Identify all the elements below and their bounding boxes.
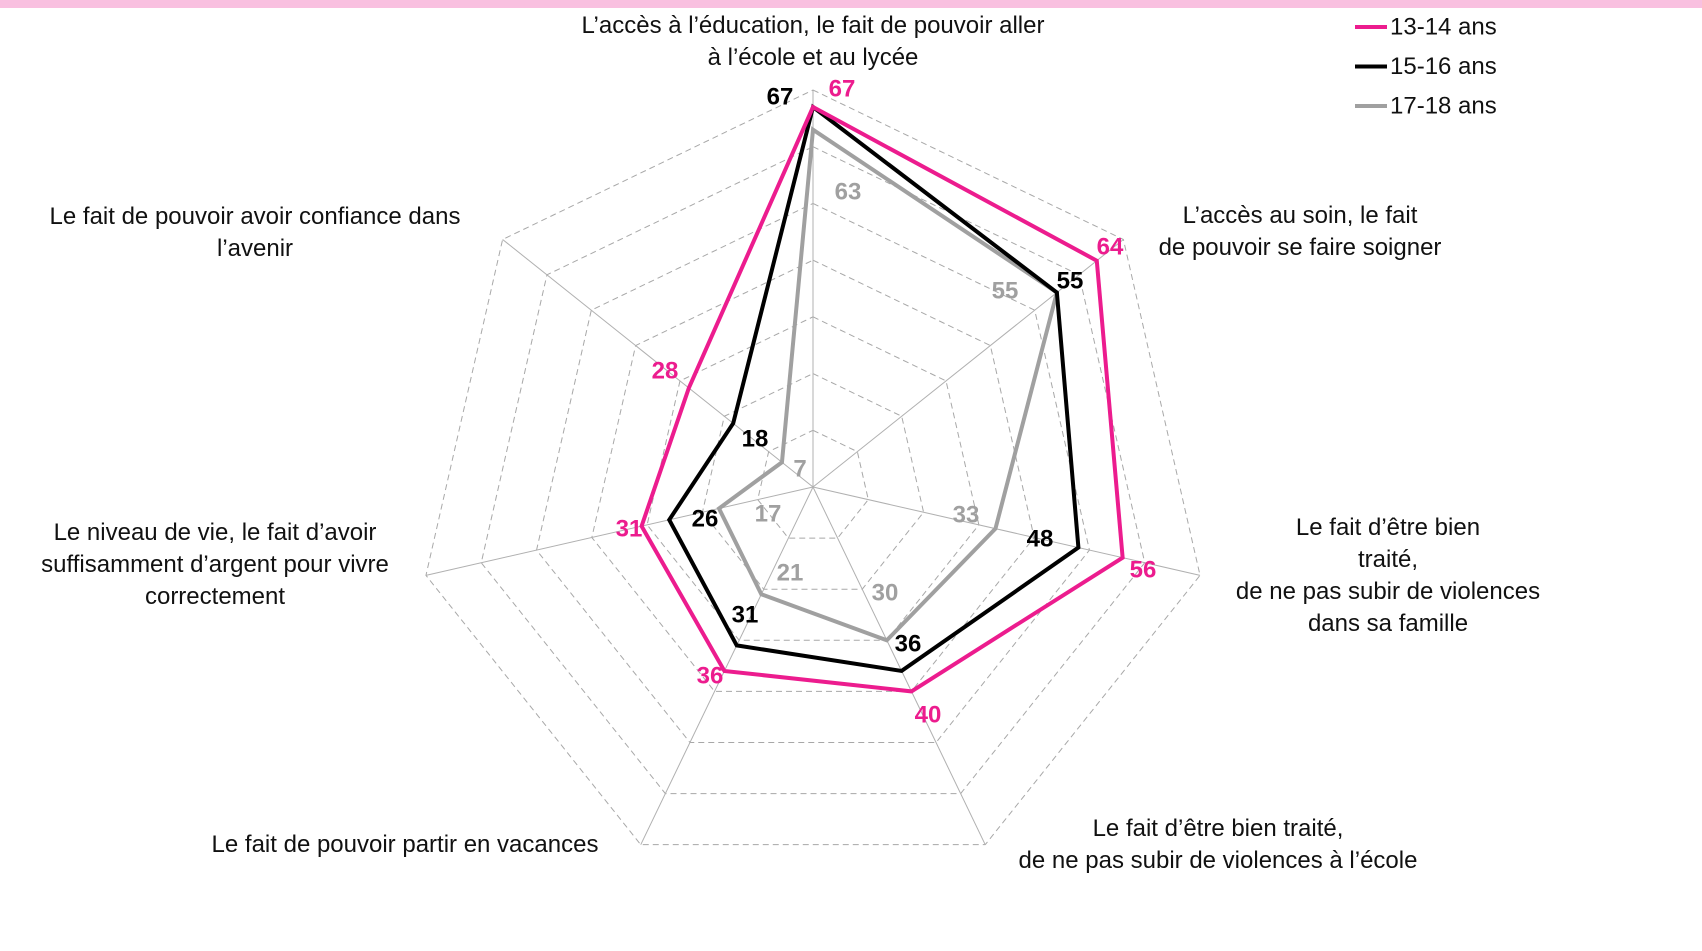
value-label: 17	[755, 500, 782, 527]
category-label: L’accès au soin, le fait de pouvoir se f…	[1158, 202, 1442, 261]
value-label: 40	[915, 701, 942, 728]
spoke	[812, 486, 986, 845]
spoke	[812, 239, 1124, 488]
spoke	[425, 486, 814, 576]
value-label: 7	[793, 455, 806, 482]
legend-label: 15-16 ans	[1390, 53, 1497, 80]
spoke	[812, 486, 1201, 576]
value-label: 31	[732, 601, 759, 628]
value-label: 31	[616, 515, 643, 542]
value-label: 33	[953, 501, 980, 528]
grid-ring	[425, 89, 1201, 846]
category-label: Le fait d’être bien traité, de ne pas su…	[1235, 514, 1541, 637]
value-label: 30	[872, 579, 899, 606]
category-label: Le niveau de vie, le fait d’avoir suffis…	[41, 519, 389, 610]
grid-ring	[535, 202, 1091, 743]
value-label: 56	[1130, 556, 1157, 583]
grid-ring	[646, 316, 980, 641]
value-label: 18	[742, 425, 769, 452]
spoke	[640, 486, 814, 845]
legend-label: 17-18 ans	[1390, 92, 1497, 119]
value-label: 67	[829, 75, 856, 102]
series-line	[666, 103, 1081, 674]
category-label: L’accès à l’éducation, le fait de pouvoi…	[581, 12, 1045, 71]
grid-ring	[480, 146, 1146, 795]
value-label: 36	[895, 630, 922, 657]
top-strip	[0, 0, 1702, 8]
grid-ring	[701, 373, 925, 590]
value-label: 28	[652, 357, 679, 384]
value-label: 21	[777, 559, 804, 586]
series-line	[716, 126, 1060, 643]
legend-label: 13-14 ans	[1390, 13, 1497, 40]
value-label: 63	[835, 178, 862, 205]
value-label: 36	[697, 662, 724, 689]
value-label: 55	[1057, 267, 1084, 294]
value-label: 55	[992, 277, 1019, 304]
value-label: 64	[1097, 233, 1124, 260]
series-line	[639, 104, 1125, 694]
value-label: 26	[692, 505, 719, 532]
category-label: Le fait d’être bien traité, de ne pas su…	[1018, 815, 1418, 874]
value-label: 67	[767, 83, 794, 110]
value-label: 48	[1027, 525, 1054, 552]
category-label: Le fait de pouvoir partir en vacances	[211, 831, 599, 858]
category-label: Le fait de pouvoir avoir confiance dans …	[49, 203, 461, 262]
spoke	[502, 239, 814, 488]
grid-ring	[757, 429, 869, 539]
